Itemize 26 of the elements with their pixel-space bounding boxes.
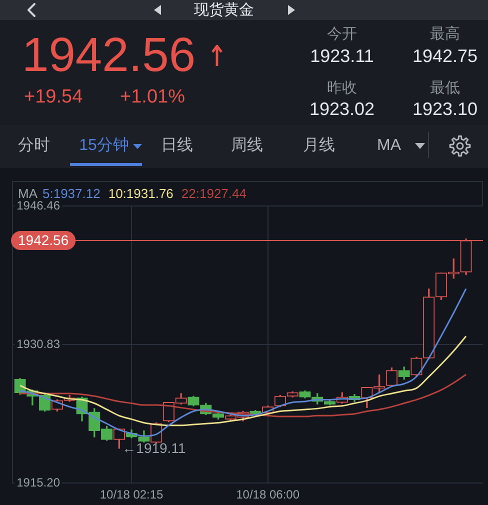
y-tick-label: 1930.83: [16, 336, 60, 351]
y-tick-label: 1946.46: [16, 198, 60, 212]
text: +19.54: [24, 86, 83, 108]
text: 1942.56: [22, 29, 196, 82]
text: 1923.10: [412, 99, 478, 119]
x-tick-label: 10/18 02:15: [100, 488, 164, 502]
text: 今开: [327, 26, 357, 42]
text: 15分钟: [79, 137, 129, 154]
text: 最低: [430, 80, 460, 96]
x-tick-label: 10/18 06:00: [236, 488, 300, 502]
text: 日线: [161, 137, 193, 154]
text: 月线: [303, 137, 335, 154]
text: 分时: [18, 137, 50, 154]
text: 周线: [231, 137, 263, 154]
text: 最高: [430, 26, 460, 42]
text: 1942.75: [412, 46, 478, 66]
ref-line-label: 1942.56: [18, 232, 69, 248]
text: +1.01%: [120, 86, 185, 108]
text: 昨收: [327, 80, 357, 96]
legend-title: MA: [18, 186, 38, 200]
text: 1923.02: [309, 99, 375, 119]
text: MA: [377, 137, 401, 154]
y-tick-label: 1915.20: [16, 475, 60, 490]
chart-title: 现货黄金: [194, 2, 254, 18]
text: 1923.11: [310, 46, 374, 66]
annotation: ←1919.11: [122, 440, 186, 456]
